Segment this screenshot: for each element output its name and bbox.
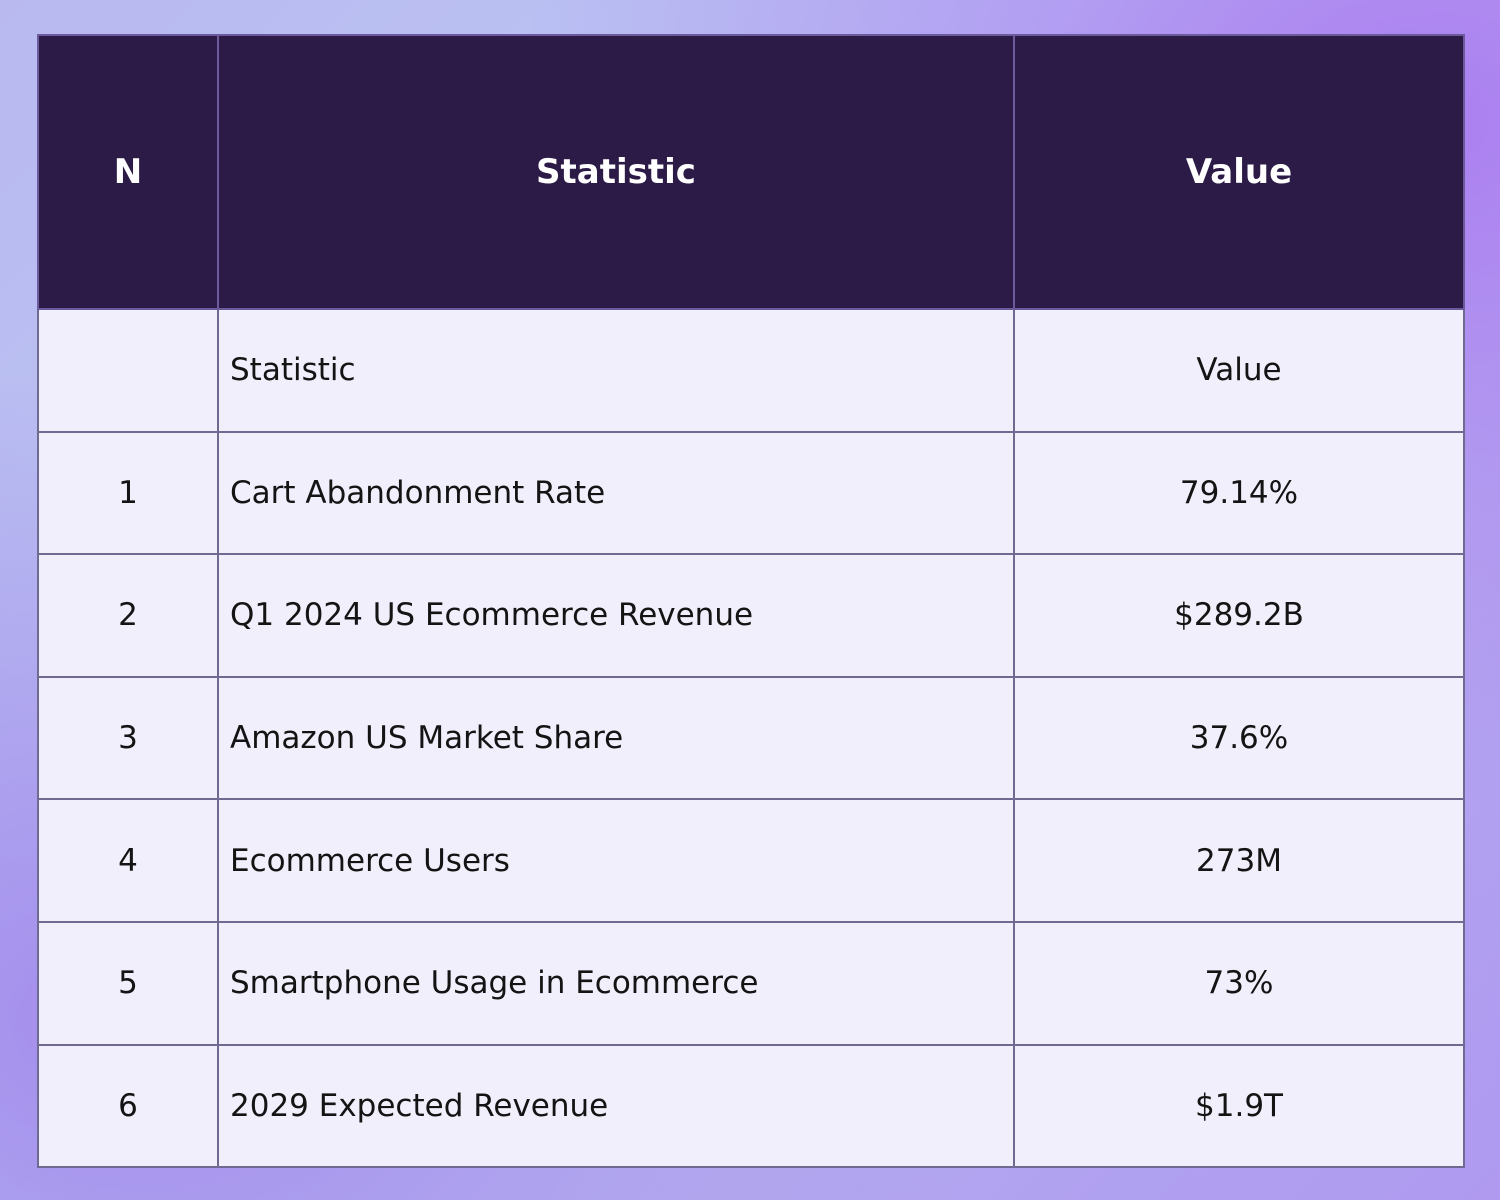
header-n: N	[37, 34, 219, 310]
row-number-cell: 2	[37, 553, 219, 678]
statistic-cell: Statistic	[217, 308, 1015, 433]
table-row: 1 Cart Abandonment Rate 79.14%	[37, 430, 1465, 556]
header-n-label: N	[113, 152, 143, 192]
value-cell: 79.14%	[1013, 430, 1465, 556]
value-cell: Value	[1013, 308, 1465, 433]
table-row: 2 Q1 2024 US Ecommerce Revenue $289.2B	[37, 553, 1465, 678]
statistic-cell: 2029 Expected Revenue	[217, 1043, 1015, 1169]
table-row: Statistic Value	[37, 308, 1465, 433]
header-value: Value	[1013, 34, 1465, 310]
table-row: 6 2029 Expected Revenue $1.9T	[37, 1043, 1465, 1169]
value-cell: $1.9T	[1013, 1043, 1465, 1169]
value-cell: 37.6%	[1013, 675, 1465, 801]
header-statistic: Statistic	[217, 34, 1015, 310]
statistic-cell: Ecommerce Users	[217, 798, 1015, 923]
statistic-cell: Smartphone Usage in Ecommerce	[217, 920, 1015, 1046]
row-number-cell: 5	[37, 920, 219, 1046]
statistic-cell: Cart Abandonment Rate	[217, 430, 1015, 556]
row-number-cell: 4	[37, 798, 219, 923]
table-row: 3 Amazon US Market Share 37.6%	[37, 675, 1465, 801]
statistic-cell: Amazon US Market Share	[217, 675, 1015, 801]
value-cell: 273M	[1013, 798, 1465, 923]
statistics-table-container: N Statistic Value Statistic Value 1 Cart…	[37, 34, 1465, 1169]
row-number-cell: 3	[37, 675, 219, 801]
table-header: N Statistic Value	[37, 34, 1465, 310]
row-number-cell: 1	[37, 430, 219, 556]
table-row: 4 Ecommerce Users 273M	[37, 798, 1465, 923]
header-statistic-label: Statistic	[536, 152, 696, 192]
value-cell: 73%	[1013, 920, 1465, 1046]
value-cell: $289.2B	[1013, 553, 1465, 678]
row-number-cell: 6	[37, 1043, 219, 1169]
table-row: 5 Smartphone Usage in Ecommerce 73%	[37, 920, 1465, 1046]
table-body: Statistic Value 1 Cart Abandonment Rate …	[37, 308, 1465, 1169]
header-row: N Statistic Value	[37, 34, 1465, 310]
header-value-label: Value	[1185, 152, 1293, 192]
statistic-cell: Q1 2024 US Ecommerce Revenue	[217, 553, 1015, 678]
row-number-cell	[37, 308, 219, 433]
statistics-table: N Statistic Value Statistic Value 1 Cart…	[37, 34, 1465, 1169]
